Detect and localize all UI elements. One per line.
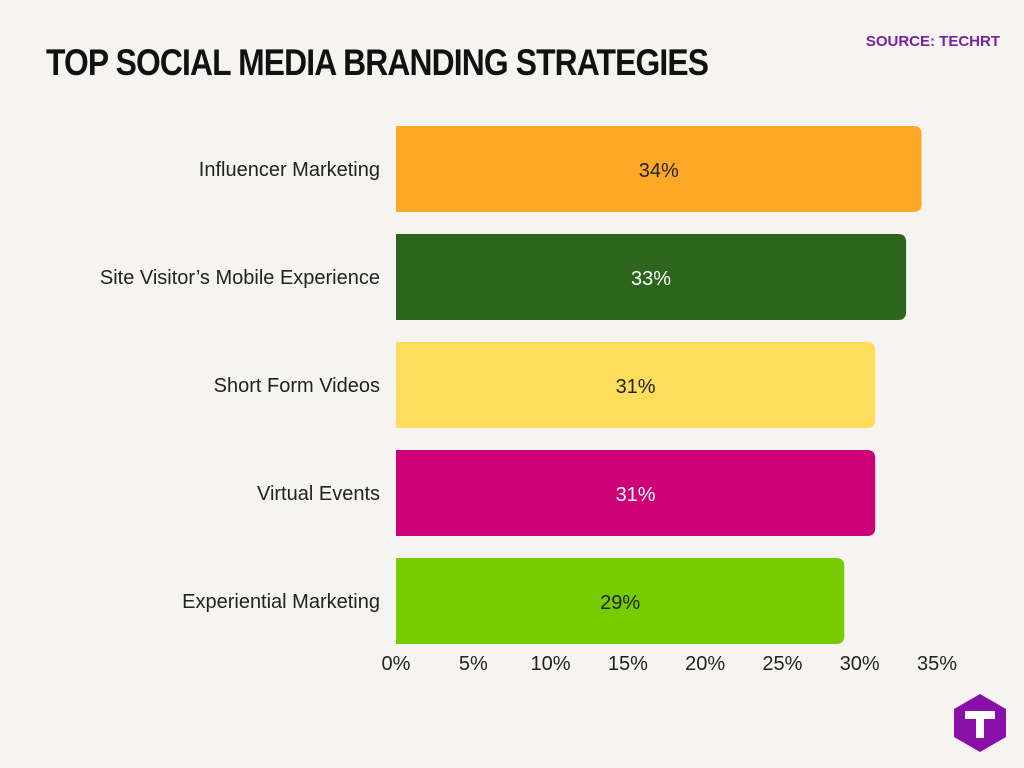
x-tick-label: 20% bbox=[685, 653, 725, 675]
logo-letter-t bbox=[965, 711, 995, 738]
category-label: Site Visitor’s Mobile Experience bbox=[100, 267, 380, 289]
data-label: 33% bbox=[631, 268, 671, 290]
category-label: Short Form Videos bbox=[214, 375, 380, 397]
x-tick-label: 10% bbox=[531, 653, 571, 675]
x-tick-label: 25% bbox=[762, 653, 802, 675]
x-tick-label: 15% bbox=[608, 653, 648, 675]
techrt-logo-icon bbox=[954, 694, 1006, 752]
source-label: SOURCE: TECHRT bbox=[865, 33, 1000, 50]
data-label: 34% bbox=[639, 160, 679, 182]
category-label: Experiential Marketing bbox=[182, 591, 380, 613]
data-label: 29% bbox=[600, 592, 640, 614]
data-label: 31% bbox=[616, 484, 656, 506]
data-label: 31% bbox=[616, 376, 656, 398]
category-label: Influencer Marketing bbox=[199, 159, 380, 181]
x-tick-label: 5% bbox=[459, 653, 488, 675]
bar bbox=[396, 234, 907, 320]
bar bbox=[396, 342, 876, 428]
bar bbox=[396, 126, 922, 212]
x-tick-label: 35% bbox=[917, 653, 957, 675]
category-label: Virtual Events bbox=[257, 483, 380, 505]
bar bbox=[396, 450, 876, 536]
x-tick-label: 30% bbox=[840, 653, 880, 675]
chart-title: TOP SOCIAL MEDIA BRANDING STRATEGIES bbox=[46, 42, 709, 83]
bar bbox=[396, 558, 845, 644]
x-tick-label: 0% bbox=[382, 653, 411, 675]
